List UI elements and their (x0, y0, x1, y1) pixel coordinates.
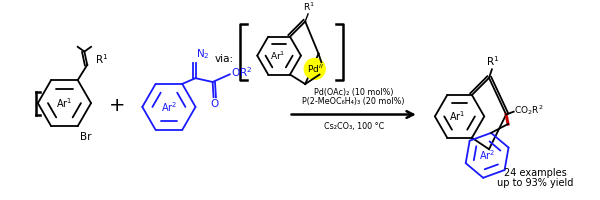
Text: N$_2$: N$_2$ (196, 47, 210, 61)
Text: Ar$^2$: Ar$^2$ (161, 100, 177, 114)
Text: via:: via: (214, 54, 233, 64)
Text: Pd(OAc)₂ (10 mol%): Pd(OAc)₂ (10 mol%) (314, 88, 394, 97)
Text: P(2-MeOC₆H₄)₃ (20 mol%): P(2-MeOC₆H₄)₃ (20 mol%) (302, 97, 405, 106)
Text: Ar$^1$: Ar$^1$ (449, 110, 466, 123)
Text: Br: Br (80, 132, 91, 142)
Text: up to 93% yield: up to 93% yield (497, 178, 574, 188)
Text: R$^1$: R$^1$ (95, 52, 108, 66)
Text: Pd$^{II}$: Pd$^{II}$ (307, 63, 324, 75)
Text: +: + (109, 96, 125, 115)
Text: R$^1$: R$^1$ (303, 1, 315, 13)
Text: R$^1$: R$^1$ (486, 55, 499, 68)
Text: OR$^2$: OR$^2$ (230, 66, 252, 79)
Text: Ar$^1$: Ar$^1$ (56, 96, 73, 110)
Text: 24 examples: 24 examples (504, 168, 567, 178)
Text: Ar$^1$: Ar$^1$ (271, 49, 286, 62)
Text: O: O (211, 99, 218, 109)
Circle shape (304, 58, 325, 79)
Text: CO$_2$R$^2$: CO$_2$R$^2$ (514, 103, 543, 117)
Text: Ar$^2$: Ar$^2$ (479, 148, 495, 162)
Text: Cs₂CO₃, 100 °C: Cs₂CO₃, 100 °C (323, 122, 384, 131)
